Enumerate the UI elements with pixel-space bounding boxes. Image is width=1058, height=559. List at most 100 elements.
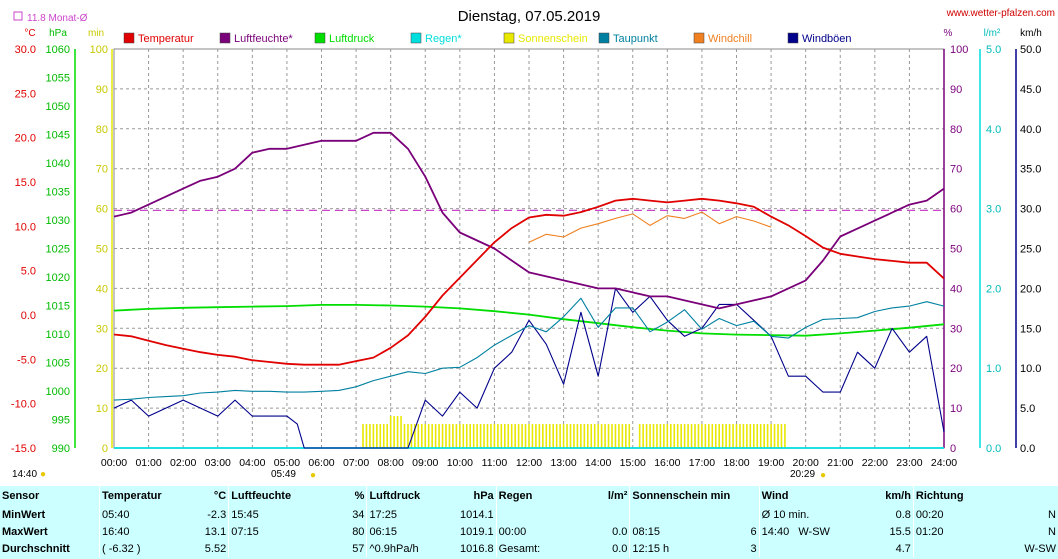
sun-icon-start: ● <box>40 469 46 480</box>
legend-swatch <box>123 32 135 44</box>
stats-header-row: Sensor Temperatur °C Luftfeuchte % Luftd… <box>0 486 1058 506</box>
y-tick-label-temp: -5.0 <box>17 354 36 366</box>
stats-table: Sensor Temperatur °C Luftfeuchte % Luftd… <box>0 486 1058 557</box>
sunrise-marker: 05:49 ● <box>271 469 316 481</box>
wind-value: 4.7 <box>895 542 911 555</box>
x-tick-label: 12:00 <box>516 457 542 469</box>
x-tick-label: 08:00 <box>378 457 404 469</box>
unit-pressure: hPa <box>49 28 67 39</box>
y-tick-label-sun: 100 <box>90 44 108 56</box>
y-tick-label-wind: 20.0 <box>1020 283 1041 295</box>
stats-row-max: MaxWert 16:40 13.1 07:15 80 06:15 1019.1… <box>0 523 1058 540</box>
time-start-label: 14:40 <box>12 469 37 480</box>
press-value: 1019.1 <box>460 525 494 538</box>
y-tick-label-humidity: 30 <box>950 323 962 335</box>
y-tick-label-wind: 25.0 <box>1020 244 1041 256</box>
wind-value: 0.8 <box>895 508 911 521</box>
temp-time: 05:40 <box>98 506 172 523</box>
legend-label: Luftdruck <box>329 33 375 45</box>
rain-value: 0.0 <box>612 542 628 555</box>
chart-title: Dienstag, 07.05.2019 <box>458 8 601 25</box>
y-tick-label-rain: 3.0 <box>986 204 1001 216</box>
y-tick-label-temp: 0.0 <box>21 310 36 322</box>
temp-value: -2.3 <box>207 508 227 521</box>
x-tick-label: 16:00 <box>654 457 680 469</box>
sun-time: 08:15 <box>629 523 692 540</box>
y-tick-label-pressure: 1005 <box>46 358 70 370</box>
x-tick-label: 10:00 <box>447 457 473 469</box>
dir-time <box>912 540 1009 557</box>
x-tick-label: 11:00 <box>482 457 508 469</box>
row-label: MinWert <box>2 508 46 521</box>
unit-wind: km/h <box>1020 28 1042 39</box>
legend-item: Taupunkt <box>598 32 658 45</box>
series-sonnenschein <box>362 416 786 448</box>
y-tick-label-temp: -15.0 <box>11 443 36 455</box>
y-tick-label-pressure: 1060 <box>46 44 70 56</box>
press-value: 1016.8 <box>460 542 494 555</box>
x-tick-label: 03:00 <box>205 457 231 469</box>
press-time: 06:15 <box>366 523 440 540</box>
legend-label: Sonnenschein <box>518 33 588 45</box>
hum-value: 57 <box>352 542 365 555</box>
rain-value: 0.0 <box>612 525 628 538</box>
hdr-sensor: Sensor <box>2 490 40 502</box>
sun-value: 6 <box>750 525 757 538</box>
series-marks <box>113 131 945 449</box>
y-tick-label-sun: 0 <box>102 443 108 455</box>
series-windchill <box>528 211 772 243</box>
sunset-label: 20:29 <box>790 469 815 480</box>
stats-panel: Sensor Temperatur °C Luftfeuchte % Luftd… <box>0 486 1058 559</box>
y-tick-label-rain: 4.0 <box>986 124 1001 136</box>
series-luftdruck <box>113 303 945 337</box>
y-tick-label-temp: 25.0 <box>15 88 36 100</box>
sun-value: 3 <box>750 542 757 555</box>
x-tick-label: 21:00 <box>827 457 853 469</box>
temp-value: 13.1 <box>204 525 227 538</box>
legend-swatch <box>787 32 799 44</box>
wind-time: 14:40 W-SW <box>758 523 841 540</box>
legend-item: Luftfeuchte* <box>219 32 293 45</box>
unit-rain: l/m² <box>984 28 1001 39</box>
x-tick-label: 00:00 <box>101 457 127 469</box>
axes: 00:00 01:00 02:00 03:00 04:00 05:00 06:00 07:00… <box>11 44 1042 469</box>
unit-sun: min <box>88 28 104 39</box>
legend-swatch <box>598 32 610 44</box>
hdr-hum: Luftfeuchte <box>228 486 324 506</box>
site-link[interactable]: www.wetter-pfalzen.com <box>946 8 1055 19</box>
avg-legend-label: 11.8 Monat-Ø <box>27 13 88 24</box>
hum-time <box>228 540 324 557</box>
y-tick-label-humidity: 70 <box>950 164 962 176</box>
hum-time: 15:45 <box>228 506 324 523</box>
legend-label: Luftfeuchte* <box>234 33 293 45</box>
series-windböen <box>113 287 945 449</box>
wind-value: 15.5 <box>889 525 911 538</box>
legend-swatch <box>314 32 326 44</box>
wind-time: Ø 10 min. <box>758 506 841 523</box>
y-tick-label-pressure: 1045 <box>46 130 70 142</box>
y-tick-label-pressure: 1050 <box>46 101 70 113</box>
press-value: 1014.1 <box>460 508 494 521</box>
y-tick-label-rain: 1.0 <box>986 363 1001 375</box>
x-tick-label: 05:00 <box>274 457 300 469</box>
y-tick-label-sun: 80 <box>96 124 108 136</box>
dir-value: N <box>1048 508 1056 521</box>
hum-time: 07:15 <box>228 523 324 540</box>
hdr-wind-unit: km/h <box>885 490 911 502</box>
x-tick-label: 20:00 <box>793 457 819 469</box>
rain-time <box>495 506 574 523</box>
rain-value <box>573 506 630 523</box>
y-tick-label-humidity: 100 <box>950 44 968 56</box>
avg-legend: 11.8 Monat-Ø <box>13 11 88 24</box>
x-tick-label: 18:00 <box>723 457 749 469</box>
y-tick-label-wind: 30.0 <box>1020 204 1041 216</box>
y-tick-label-rain: 0.0 <box>986 443 1001 455</box>
y-tick-label-humidity: 10 <box>950 403 962 415</box>
y-tick-label-temp: 15.0 <box>15 177 36 189</box>
y-tick-label-pressure: 1040 <box>46 158 70 170</box>
y-tick-label-sun: 20 <box>96 363 108 375</box>
y-tick-label-humidity: 80 <box>950 124 962 136</box>
x-tick-label: 17:00 <box>689 457 715 469</box>
legend-item: Luftdruck <box>314 32 375 45</box>
y-tick-label-temp: 5.0 <box>21 266 36 278</box>
